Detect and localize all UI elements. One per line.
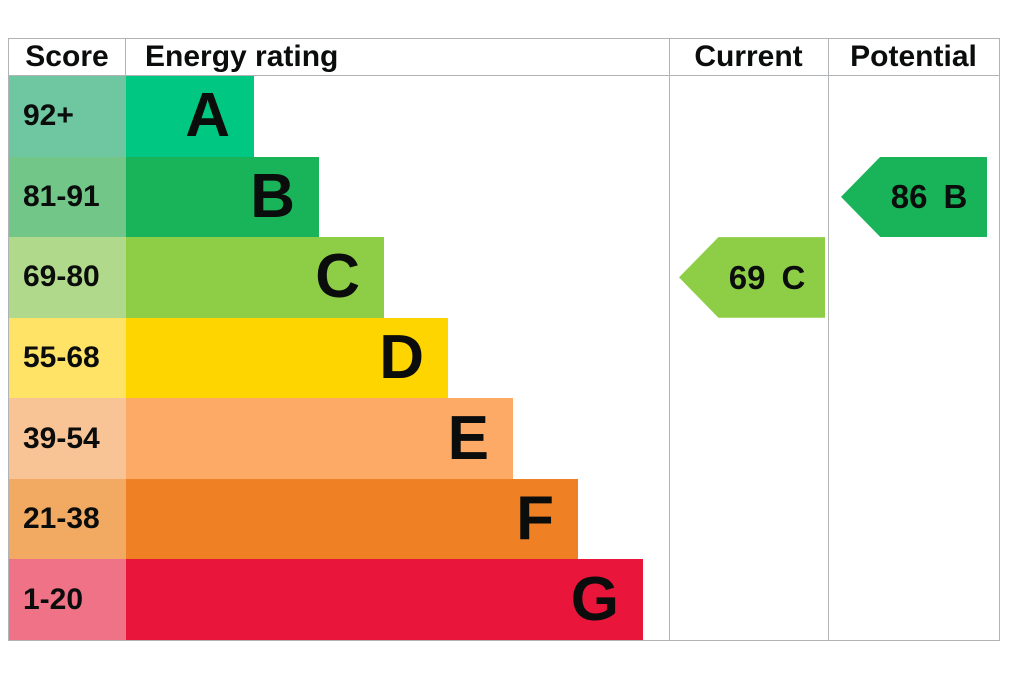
band-row-f: F [126,478,669,560]
score-range-f: 21-38 [9,478,126,560]
band-letter-a: A [185,81,230,151]
current-potential-divider [828,39,829,640]
band-row-g: G [126,559,669,641]
band-row-e: E [126,398,669,479]
potential-rating-arrow: 86 B [841,156,987,238]
current-rating-letter: C [781,258,806,296]
band-bar-f: F [126,478,578,560]
current-rating-value: 69 [728,258,766,296]
chart-body: 92+ 81-91 69-80 55-68 39-54 21-38 1-20 A… [9,76,999,641]
header-row: Score Energy rating Current Potential [9,39,999,76]
score-range-c: 69-80 [9,237,126,318]
score-range-a: 92+ [9,76,126,157]
band-bar-c: C [126,237,384,318]
band-row-d: D [126,317,669,399]
score-column-header: Score [9,39,126,75]
band-bar-b: B [126,156,319,238]
band-row-c: C [126,237,669,318]
energy-rating-column-header: Energy rating [145,40,339,73]
band-letter-e: E [447,403,489,473]
band-letter-f: F [516,484,554,554]
band-letter-d: D [379,323,424,393]
band-row-a: A [126,76,669,157]
band-bar-a: A [126,76,254,157]
score-column: 92+ 81-91 69-80 55-68 39-54 21-38 1-20 [9,76,126,641]
current-rating-arrow: 69 C [679,237,825,318]
potential-column-header: Potential [850,40,977,73]
score-range-d: 55-68 [9,317,126,399]
score-range-b: 81-91 [9,156,126,238]
band-row-b: B [126,156,669,238]
band-bar-d: D [126,317,448,399]
rating-bars-column: A B C D [126,76,669,641]
energy-current-divider [669,39,670,640]
band-letter-b: B [250,161,295,231]
band-bar-g: G [126,559,643,641]
score-range-g: 1-20 [9,559,126,641]
band-letter-c: C [315,242,360,312]
score-range-e: 39-54 [9,398,126,479]
band-bar-e: E [126,398,513,479]
potential-rating-value: 86 [890,178,928,216]
current-column-header: Current [694,40,803,73]
band-letter-g: G [570,564,619,634]
epc-table: Score Energy rating Current Potential 92… [8,38,1000,641]
potential-rating-letter: B [943,178,968,216]
